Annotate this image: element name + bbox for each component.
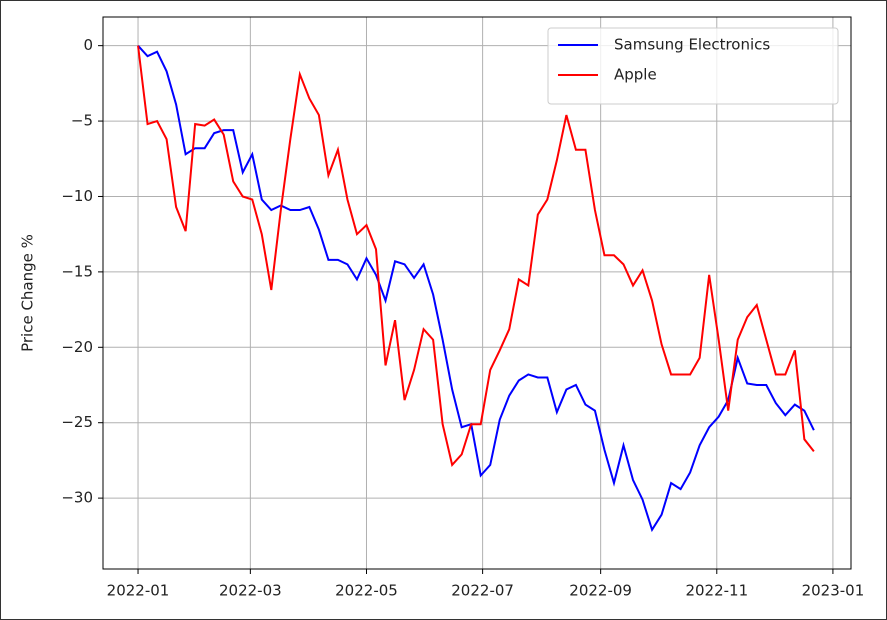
x-tick-label: 2022-05 bbox=[335, 582, 398, 600]
y-tick-label: −25 bbox=[61, 413, 93, 431]
legend-label: Apple bbox=[614, 66, 657, 84]
legend-label: Samsung Electronics bbox=[614, 36, 770, 54]
y-tick-label: −15 bbox=[61, 262, 93, 280]
legend-box bbox=[547, 27, 839, 105]
series-line bbox=[137, 44, 815, 533]
series-line bbox=[137, 45, 815, 468]
y-tick-label: 0 bbox=[83, 36, 93, 54]
y-tick-label: −5 bbox=[71, 112, 93, 130]
y-tick-label: −30 bbox=[61, 489, 93, 507]
y-axis-label: Price Change % bbox=[19, 234, 37, 352]
x-tick-label: 2022-09 bbox=[569, 582, 632, 600]
x-tick-label: 2022-11 bbox=[685, 582, 748, 600]
x-tick-label: 2022-01 bbox=[107, 582, 170, 600]
plot-border bbox=[102, 16, 852, 570]
y-tick-label: −20 bbox=[61, 338, 93, 356]
y-tick-label: −10 bbox=[61, 187, 93, 205]
x-tick-label: 2022-03 bbox=[219, 582, 282, 600]
x-tick-label: 2022-07 bbox=[451, 582, 514, 600]
x-tick-label: 2023-01 bbox=[802, 582, 865, 600]
